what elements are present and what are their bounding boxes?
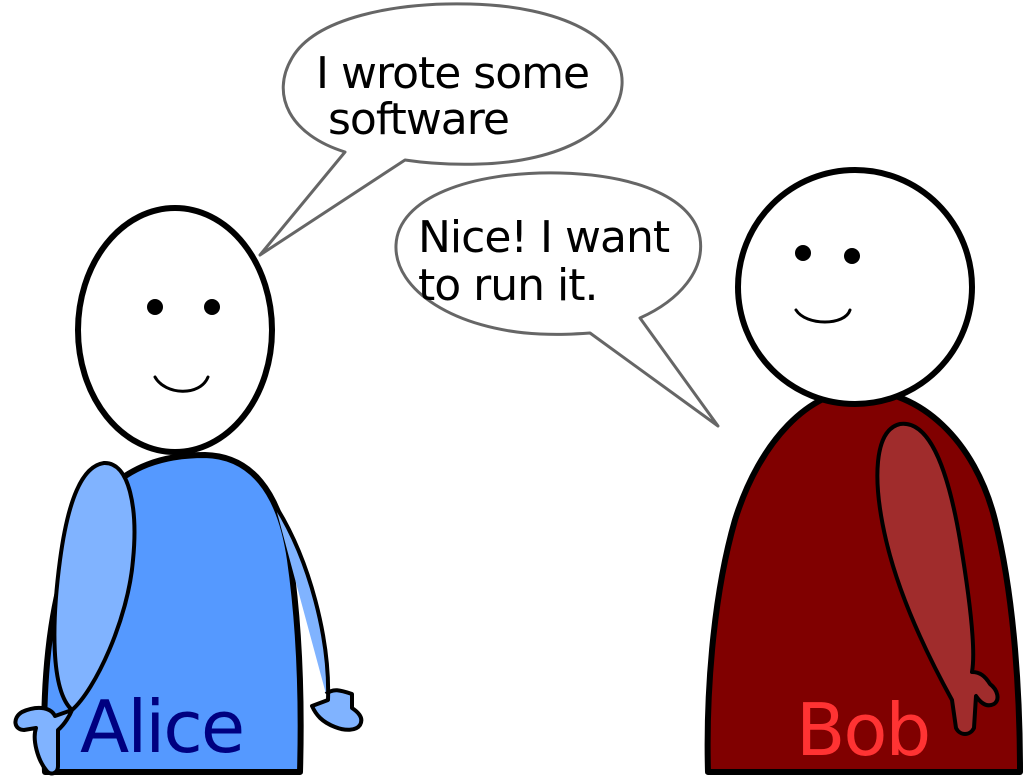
alice-head	[78, 208, 272, 452]
bob-bubble-line-2: to run it.	[418, 260, 597, 311]
alice-bubble-line-1: I wrote some	[316, 48, 589, 99]
alice-left-eye	[147, 299, 163, 315]
alice-bubble-line-2: software	[328, 94, 509, 145]
alice-name-label: Alice	[80, 685, 243, 769]
bob-speech-bubble: Nice! I want to run it.	[396, 173, 718, 426]
bob-head	[738, 170, 972, 404]
bob-name-label: Bob	[796, 688, 929, 772]
bob-bubble-line-1: Nice! I want	[418, 212, 670, 263]
bob-right-eye	[844, 248, 860, 264]
alice-character: Alice	[15, 208, 361, 773]
alice-right-eye	[204, 299, 220, 315]
bob-left-eye	[795, 245, 811, 261]
bob-character: Bob	[708, 170, 1020, 772]
